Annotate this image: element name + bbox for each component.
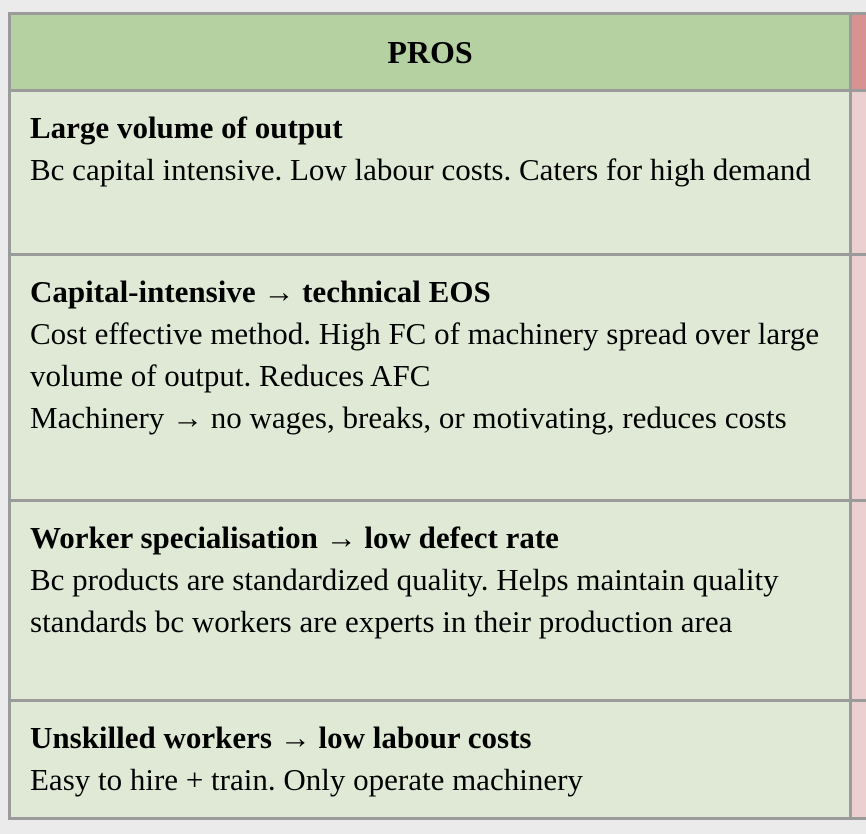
table-row: Worker specialisation → low defect rate … (8, 499, 866, 702)
pros-cell: Capital-intensive → technical EOS Cost e… (8, 253, 852, 502)
pros-cell: Unskilled workers → low labour costs Eas… (8, 699, 852, 820)
cons-cell-partial (849, 89, 866, 256)
pros-cell: Worker specialisation → low defect rate … (8, 499, 852, 702)
row-text: Machinery → no wages, breaks, or motivat… (30, 400, 787, 435)
table-row: Large volume of output Bc capital intens… (8, 89, 866, 256)
row-title: Worker specialisation → low defect rate (30, 520, 559, 555)
table-row: Unskilled workers → low labour costs Eas… (8, 699, 866, 820)
table-header-row: PROS (8, 12, 866, 92)
cons-cell-partial (849, 699, 866, 820)
table-row: Capital-intensive → technical EOS Cost e… (8, 253, 866, 502)
cons-header-cell-partial (849, 12, 866, 92)
cons-cell-partial (849, 253, 866, 502)
pros-header-cell: PROS (8, 12, 852, 92)
row-title: Capital-intensive → technical EOS (30, 274, 491, 309)
pros-cell: Large volume of output Bc capital intens… (8, 89, 852, 256)
row-text: Cost effective method. High FC of machin… (30, 316, 820, 393)
cons-cell-partial (849, 499, 866, 702)
row-text: Bc capital intensive. Low labour costs. … (30, 152, 811, 187)
row-title: Unskilled workers → low labour costs (30, 720, 532, 755)
pros-header-label: PROS (387, 33, 473, 70)
row-text: Bc products are standardized quality. He… (30, 562, 779, 639)
row-title: Large volume of output (30, 110, 343, 145)
pros-cons-table: PROS Large volume of output Bc capital i… (8, 12, 866, 820)
row-text: Easy to hire + train. Only operate machi… (30, 762, 583, 797)
